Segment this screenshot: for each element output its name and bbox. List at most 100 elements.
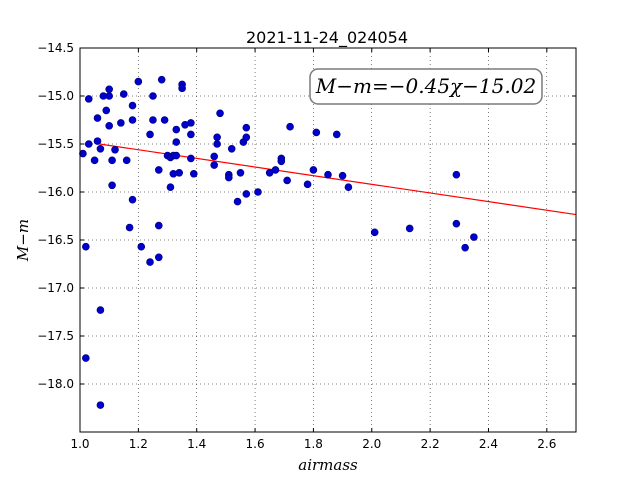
data-point [187, 130, 195, 139]
data-point [166, 183, 175, 191]
data-point [82, 354, 90, 362]
data-point [93, 114, 102, 122]
data-point [84, 140, 93, 148]
data-point [286, 122, 294, 131]
data-point [242, 123, 251, 132]
data-point [254, 188, 262, 196]
x-tick-label: 1.0 [70, 437, 89, 451]
fit-annotation-text: M−m=−0.45χ−15.02 [315, 74, 536, 98]
data-point [233, 197, 242, 206]
data-point [111, 145, 119, 154]
data-point [283, 176, 291, 185]
x-axis-label: airmass [298, 456, 358, 474]
data-point [175, 169, 183, 177]
y-tick-label: −17.0 [37, 281, 74, 295]
data-point [105, 121, 113, 130]
data-point [213, 140, 221, 148]
data-point [242, 133, 251, 142]
data-point [137, 242, 146, 251]
data-point [96, 401, 105, 409]
x-tick-label: 1.2 [129, 437, 148, 451]
data-point [90, 156, 99, 165]
ticks [79, 47, 576, 432]
data-point [105, 85, 113, 94]
data-point [338, 171, 347, 180]
data-point [370, 228, 379, 237]
y-tick-label: −16.0 [37, 185, 74, 199]
data-point [102, 106, 111, 115]
data-point [117, 119, 125, 127]
data-point [93, 137, 102, 145]
data-point [216, 109, 224, 118]
data-point [96, 306, 105, 314]
data-point [213, 133, 221, 142]
data-point [344, 183, 353, 191]
x-tick-label: 2.4 [479, 437, 498, 451]
data-point [277, 157, 286, 166]
data-point [172, 138, 181, 146]
data-point [82, 242, 90, 251]
data-point [271, 166, 280, 174]
data-point [146, 258, 154, 266]
data-point [324, 170, 332, 179]
data-point [108, 181, 116, 190]
y-tick-label: −15.0 [37, 89, 74, 103]
data-points [79, 75, 478, 409]
data-point [187, 154, 195, 163]
y-tick-label: −15.5 [37, 137, 74, 151]
data-point [303, 180, 312, 189]
y-axis-label: M−m [14, 219, 32, 262]
data-point [84, 95, 93, 103]
data-point [210, 152, 219, 161]
data-point [149, 116, 157, 124]
x-tick-label: 1.4 [187, 437, 206, 451]
data-point [452, 170, 461, 179]
data-point [470, 233, 478, 241]
y-tick-label: −16.5 [37, 233, 74, 247]
y-tick-label: −17.5 [37, 329, 74, 343]
x-tick-label: 1.8 [304, 437, 323, 451]
data-point [96, 145, 105, 153]
data-point [128, 195, 137, 204]
data-point [154, 221, 163, 230]
data-point [125, 223, 134, 232]
data-point [178, 84, 186, 93]
x-tick-label: 2.0 [362, 437, 381, 451]
data-point [79, 149, 87, 158]
chart-title: 2021-11-24_024054 [246, 28, 408, 48]
data-point [227, 145, 236, 153]
data-point [236, 169, 245, 177]
data-point [157, 75, 166, 84]
y-tick-label: −14.5 [37, 41, 74, 55]
data-point [461, 243, 469, 252]
y-tick-labels: −14.5 −15.0 −15.5 −16.0 −16.5 −17.0 −17.5 −18.0 [37, 41, 74, 391]
data-point [108, 156, 116, 165]
data-point [154, 166, 163, 174]
data-point [225, 173, 233, 182]
data-point [154, 253, 163, 262]
data-point [210, 161, 219, 169]
data-point [172, 151, 181, 160]
data-point [405, 224, 414, 233]
data-point [160, 116, 169, 124]
y-tick-label: −18.0 [37, 377, 74, 391]
data-point [172, 125, 181, 134]
data-point [312, 128, 321, 137]
data-point [187, 119, 195, 127]
data-point [452, 219, 461, 228]
data-point [128, 101, 137, 110]
data-point [309, 166, 318, 174]
fit-annotation-box [309, 68, 543, 105]
data-point [242, 190, 251, 198]
data-point [332, 130, 341, 139]
x-tick-label: 1.6 [246, 437, 265, 451]
x-tick-label: 2.6 [537, 437, 556, 451]
data-point [119, 90, 128, 98]
fit-annotation: M−m=−0.45χ−15.02 [309, 68, 543, 105]
x-tick-label: 2.2 [421, 437, 440, 451]
data-point [189, 169, 198, 178]
data-point [105, 92, 113, 100]
data-point [128, 116, 137, 124]
data-point [146, 130, 154, 139]
